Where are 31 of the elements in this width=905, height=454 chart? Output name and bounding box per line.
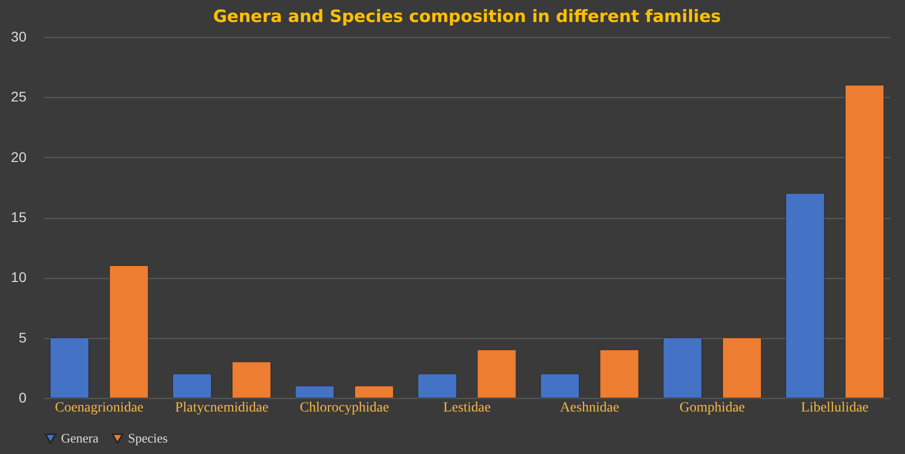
y-tick-label: 20 [10, 148, 27, 165]
bar [477, 350, 516, 398]
bar [418, 374, 457, 398]
x-tick-label: Aeshnidae [560, 400, 620, 416]
legend-label: Species [128, 430, 168, 446]
bar [786, 193, 825, 398]
bar [172, 374, 212, 398]
x-tick-label: Lestidae [443, 400, 491, 416]
bar [722, 338, 762, 398]
y-tick-label: 30 [10, 28, 27, 44]
bar [295, 386, 334, 398]
x-tick-label: Coenagrionidae [54, 400, 144, 416]
bar [662, 338, 702, 398]
x-tick-label: Libellulidae [801, 400, 869, 416]
bar [844, 84, 884, 398]
bar [600, 350, 639, 398]
y-tick-label: 15 [10, 209, 27, 225]
bar [109, 265, 148, 398]
y-tick-label: 10 [10, 269, 27, 286]
x-tick-label: Gomphidae [680, 400, 745, 416]
x-tick-label: Chlorocyphidae [300, 400, 390, 416]
legend-label: Genera [61, 430, 99, 446]
x-tick-label: Platycnemididae [175, 400, 268, 416]
bar [50, 338, 90, 398]
y-tick-label: 25 [10, 88, 27, 105]
chart-title: Genera and Species composition in different families [213, 7, 721, 27]
y-tick-label: 0 [18, 390, 27, 406]
y-tick-label: 5 [18, 329, 27, 346]
bar [354, 386, 394, 398]
bar [540, 374, 580, 398]
bar [232, 362, 272, 398]
